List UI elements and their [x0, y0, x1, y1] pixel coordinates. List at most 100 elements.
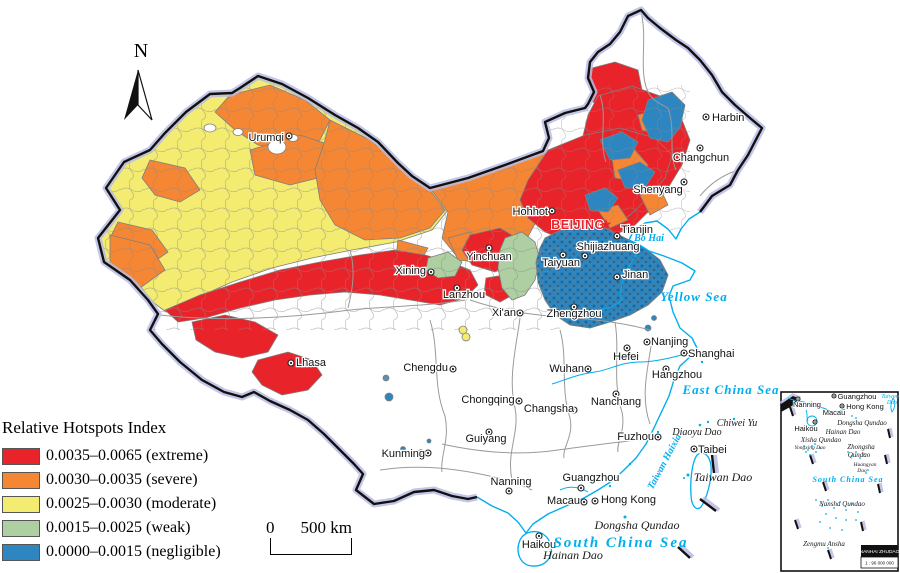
inset-city-marker-dot-1: [833, 395, 835, 397]
city-label-urumqi: Urumqi: [249, 132, 284, 144]
inset-label-south-china-sea: South China Sea: [812, 475, 883, 484]
city-marker-dot-shijiazhuang: [583, 254, 587, 258]
inset-label-zhongsha: Zhongsha: [847, 443, 875, 451]
city-marker-dot-hangzhou: [664, 367, 668, 371]
sea-label-dongsha-qundao: Dongsha Qundao: [593, 518, 679, 532]
city-label-hefei: Hefei: [613, 351, 639, 363]
inset-label-dongsha-qundao: Dongsha Qundao: [836, 419, 887, 427]
inset-label-nansha-qundao: Nansha Qundao: [818, 500, 865, 508]
legend-row-extreme: 0.0035–0.0065 (extreme): [2, 447, 252, 465]
city-marker-dot-xi-an: [518, 311, 522, 315]
legend-swatch-negligible: [2, 543, 40, 561]
legend-label-negligible: 0.0000–0.0015 (negligible): [46, 543, 221, 560]
city-label-nanchang: Nanchang: [591, 396, 641, 408]
inset-island-dots: [803, 415, 869, 549]
legend-swatch-extreme: [2, 447, 40, 465]
sea-label-diaoyu-dao: Diaoyu Dao: [671, 427, 721, 438]
city-label-tianjin: Tianjin: [621, 224, 653, 236]
legend-label-severe: 0.0030–0.0035 (severe): [46, 471, 198, 488]
scale-bar: 0 500 km: [262, 518, 382, 555]
north-arrow-icon: [124, 69, 153, 121]
legend-swatch-severe: [2, 471, 40, 489]
city-label-nanjing: Nanjing: [651, 336, 688, 348]
city-marker-dot-hong-kong: [593, 499, 597, 503]
inset-scale: 1 : 96 000 000: [865, 561, 894, 566]
city-marker-dot-guiyang: [487, 430, 491, 434]
city-marker-dot-harbin: [704, 115, 708, 119]
hainan-island: [517, 530, 552, 567]
north-label: N: [133, 40, 149, 62]
sea-label-chiwei-yu: Chiwei Yu: [717, 418, 757, 429]
inset-title: NANHAI ZHUDAO: [860, 549, 900, 555]
land-border: [96, 8, 764, 506]
inset-label-haikou: Haikou: [794, 424, 817, 433]
legend-title: Relative Hotspots Index: [2, 418, 167, 437]
city-label-zhengzhou: Zhengzhou: [546, 308, 601, 320]
city-marker-dot-guangzhou: [579, 486, 583, 490]
city-label-xining: Xining: [395, 265, 426, 277]
city-label-wuhan: Wuhan: [549, 363, 584, 375]
city-label-changchun: Changchun: [673, 152, 729, 164]
city-marker-dot-lanzhou: [455, 286, 459, 290]
city-marker-dot-tianjin: [615, 234, 619, 238]
city-marker-dot-shenyang: [682, 180, 686, 184]
taiwan-island: [690, 452, 712, 510]
legend-row-negligible: 0.0000–0.0015 (negligible): [2, 543, 252, 561]
inset-label-hainan-dao: Hainan Dao: [825, 428, 861, 436]
city-label-xi-an: Xi'an: [492, 307, 516, 319]
legend-row-weak: 0.0015–0.0025 (weak): [2, 519, 252, 537]
city-marker-dot-chongqing: [517, 399, 521, 403]
rivers: [551, 249, 693, 493]
inset-label-zengmu-ansha: Zengmu Ansha: [803, 540, 845, 548]
city-marker-dot-shanghai: [682, 351, 686, 355]
dash-line-segments: [677, 454, 721, 559]
sea-label-bo-hai: Bo Hai: [633, 233, 664, 244]
city-label-hangzhou: Hangzhou: [652, 369, 702, 381]
city-label-changsha: Changsha: [524, 403, 575, 415]
north-arrow: N: [118, 40, 164, 63]
city-marker-dot-fuzhou: [656, 435, 660, 439]
city-label-fuzhou: Fuzhou: [617, 431, 654, 443]
city-label-guiyang: Guiyang: [466, 433, 507, 445]
city-label-shijiazhuang: Shijiazhuang: [577, 241, 640, 253]
city-label-haikou: Haikou: [522, 539, 556, 551]
city-label-lhasa: Lhasa: [296, 357, 327, 369]
inset-label-qundao: Qundao: [848, 451, 871, 459]
legend-swatch-weak: [2, 519, 40, 537]
legend-row-severe: 0.0030–0.0035 (severe): [2, 471, 252, 489]
city-label-chengdu: Chengdu: [403, 362, 448, 374]
province-boundaries: [159, 11, 739, 491]
capital-label: BEIJING: [551, 218, 605, 232]
inset-label-huangyan: Huangyan: [853, 462, 877, 468]
inset-city-marker-dot-0: [797, 398, 799, 400]
city-label-harbin: Harbin: [712, 112, 744, 124]
legend-label-weak: 0.0015–0.0025 (weak): [46, 519, 191, 536]
inset-label-dao: Dao: [886, 400, 897, 406]
inset-label-macau: Macau: [823, 408, 846, 417]
city-label-jinan: Jinan: [622, 269, 648, 281]
city-marker-dot-xining: [429, 270, 433, 274]
city-label-chongqing: Chongqing: [461, 394, 514, 406]
city-label-hong-kong: Hong Kong: [601, 494, 656, 506]
city-marker-dot-hohhot: [550, 209, 554, 213]
city-marker-dot-kunming: [426, 451, 430, 455]
sea-label-yellow-sea: Yellow Sea: [660, 289, 727, 304]
city-label-taiyuan: Taiyuan: [542, 257, 580, 269]
scale-bar-graphic: [270, 538, 352, 555]
legend-swatch-moderate: [2, 495, 40, 513]
sea-label-hainan-dao: Hainan Dao: [542, 548, 603, 562]
capital-star-icon: ★: [600, 217, 613, 233]
city-marker-dot-nanjing: [645, 340, 649, 344]
inset-label-dao: Dao: [856, 468, 867, 474]
scale-label: 500 km: [300, 518, 352, 537]
city-marker-dot-urumqi: [287, 134, 291, 138]
city-labels-layer: Urumqi Harbin Changchun Shenyang Hohhot Tianj…: [247, 111, 745, 553]
city-marker-dot-wuhan: [586, 367, 590, 371]
city-label-nanning: Nanning: [491, 476, 532, 488]
city-marker-dot-chengdu: [451, 367, 455, 371]
city-marker-dot-macau: [582, 500, 586, 504]
coastline: [476, 211, 701, 534]
city-label-shanghai: Shanghai: [688, 348, 735, 360]
legend-row-moderate: 0.0025–0.0030 (moderate): [2, 495, 252, 513]
